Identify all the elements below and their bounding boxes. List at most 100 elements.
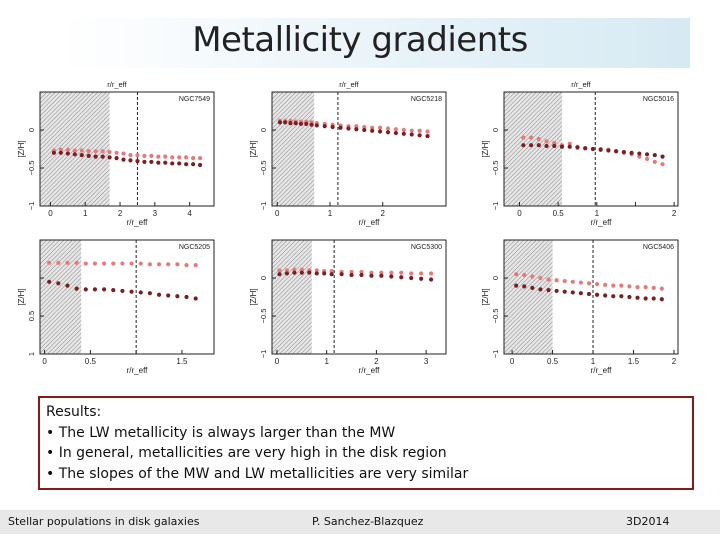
footer-left-text: Stellar populations in disk galaxies (8, 515, 200, 528)
lw-point (184, 262, 189, 268)
mw-point (590, 146, 596, 152)
lw-point (314, 268, 319, 273)
mw-point (163, 160, 168, 165)
chart-svg: 0 0.5 1 2 0 −0.5 −1 [Z/H] r/r_eff r/r_eff NGC5016 (481, 80, 679, 227)
chart-svg: 0 1 2 3 0 −0.5 −1 [Z/H] r/r_eff NGC5300 (249, 239, 447, 375)
mw-point (111, 288, 116, 293)
lw-point (354, 124, 359, 129)
y-tick-label: −0.5 (27, 161, 36, 176)
mw-point (651, 296, 656, 301)
chart-svg: 0 0.5 1 1.5 2 0 −0.5 −1 [Z/H] r/r_eff NGC5406 (481, 239, 679, 375)
top-axis-label: r/r_eff (339, 80, 359, 89)
mw-point (83, 287, 88, 292)
lw-point (166, 262, 171, 267)
mw-point (536, 143, 541, 148)
shaded-region (272, 240, 312, 354)
lw-point (567, 141, 572, 146)
mw-point (544, 143, 549, 149)
mw-point (614, 149, 619, 154)
mw-point (72, 152, 77, 157)
x-tick-label: 2 (381, 209, 386, 218)
lw-point (401, 127, 406, 133)
mw-point (74, 286, 79, 291)
gradient-panel-ngc5205: 0 0.5 1.5 0.5 1 [Z/H] r/r_eff NGC5205 (14, 226, 224, 376)
lw-point (546, 277, 551, 282)
shaded-region (272, 92, 315, 206)
mw-point (530, 285, 535, 290)
mw-point (177, 161, 182, 166)
mw-point (385, 130, 391, 135)
mw-point (298, 121, 304, 127)
lw-point (652, 159, 657, 165)
lw-point (619, 283, 624, 288)
mw-point (149, 159, 154, 165)
y-tick-label: 0 (27, 128, 36, 132)
mw-point (660, 154, 665, 159)
lw-point (156, 154, 161, 159)
mw-point (307, 270, 312, 275)
lw-point (197, 156, 203, 161)
mw-point (58, 150, 63, 155)
mw-point (621, 149, 626, 155)
mw-point (175, 294, 180, 299)
lw-point (538, 275, 543, 281)
mw-point (314, 123, 319, 128)
footer-author: P. Sanchez-Blazquez (312, 515, 424, 528)
y-axis-label: [Z/H] (17, 140, 26, 157)
x-tick-label: 4 (187, 209, 192, 218)
x-tick-label: 2 (374, 357, 379, 366)
y-axis-label: [Z/H] (17, 288, 26, 305)
mw-point (283, 120, 288, 125)
lw-point (184, 155, 189, 160)
mw-point (329, 272, 334, 277)
y-axis-label: [Z/H] (481, 140, 490, 157)
mw-point (369, 273, 374, 278)
lw-point (284, 268, 290, 273)
y-tick-label: −0.5 (491, 161, 500, 176)
chart-svg: 0 1 2 0 −0.5 −1 [Z/H] r/r_eff r/r_eff NGC5218 (249, 80, 447, 227)
mw-point (184, 294, 189, 300)
lw-point (362, 124, 367, 130)
lw-point (419, 271, 424, 276)
mw-point (522, 284, 527, 289)
plot-frame (503, 239, 679, 355)
x-tick-label: 0 (275, 357, 280, 366)
mw-point (652, 152, 657, 158)
mw-point (92, 287, 98, 292)
mw-point (338, 125, 343, 130)
lw-point (79, 148, 84, 153)
lw-point (369, 270, 374, 275)
mw-point (627, 294, 632, 300)
mw-point (79, 152, 84, 158)
mw-point (184, 162, 189, 167)
lw-point (121, 151, 126, 156)
gradient-panel-ngc5016: 0 0.5 1 2 0 −0.5 −1 [Z/H] r/r_eff r/r_eff NGC5016 (478, 78, 688, 228)
lw-point (277, 268, 282, 273)
mw-point (419, 276, 424, 281)
gradient-panel-ngc7549: 0 1 2 3 4 0 −0.5 −1 [Z/H] r/r_eff r/r_eff NGC7549 (14, 78, 224, 228)
lw-point (100, 149, 105, 154)
lw-point (660, 162, 665, 167)
x-tick-label: 0 (517, 209, 522, 218)
mw-point (293, 121, 298, 126)
mw-point (575, 145, 580, 150)
lw-point (377, 125, 383, 130)
mw-point (389, 274, 394, 279)
lw-point (142, 153, 147, 158)
chart-svg: 0 1 2 3 4 0 −0.5 −1 [Z/H] r/r_eff r/r_eff NGC7549 (17, 80, 215, 227)
mw-point (277, 272, 282, 277)
mw-point (598, 147, 603, 152)
title-band (60, 18, 690, 68)
gradient-panel-ngc5300: 0 1 2 3 0 −0.5 −1 [Z/H] r/r_eff NGC5300 (246, 226, 456, 376)
y-axis-label: [Z/H] (481, 288, 490, 305)
mw-point (135, 159, 140, 164)
mw-point (578, 291, 583, 296)
mw-point (314, 271, 319, 276)
x-tick-label: 1 (591, 357, 596, 366)
lw-point (170, 155, 175, 160)
plot-frame (39, 239, 215, 355)
lw-point (651, 285, 656, 290)
y-tick-label: −0.5 (259, 309, 268, 324)
results-box: Results: • The LW metallicity is always … (38, 396, 694, 490)
mw-point (570, 290, 575, 295)
